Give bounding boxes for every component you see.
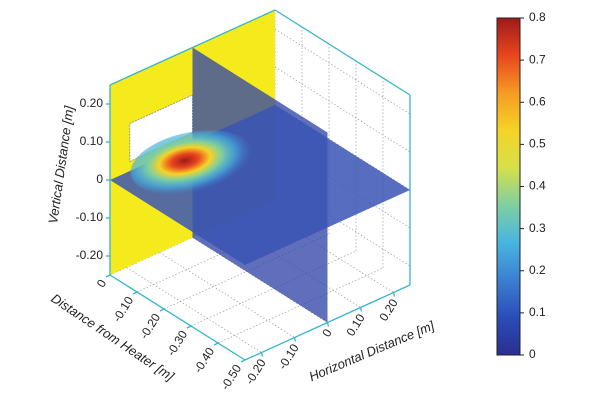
z-tick-label: -0.10 — [76, 210, 104, 224]
axis-edge — [109, 274, 246, 361]
axis-edge — [109, 9, 276, 86]
x-tick-label: -0.20 — [242, 356, 269, 387]
colorbar — [496, 17, 521, 356]
x-tick-label: 0 — [319, 326, 335, 339]
horizontal-slice — [110, 105, 410, 265]
y-tick-label: -0.20 — [137, 311, 164, 342]
tick-mark — [392, 292, 396, 297]
tick-mark — [359, 307, 363, 312]
colorbar-tick-label: 0.3 — [529, 221, 546, 235]
axis-edge — [274, 9, 411, 96]
colorbar-tick-label: 0.8 — [529, 10, 546, 24]
y-tick-label: 0 — [94, 277, 110, 290]
y-tick-label: -0.40 — [191, 345, 218, 376]
z-axis-title: Vertical Distance [m] — [45, 105, 76, 225]
grid-line — [217, 267, 384, 344]
colorbar-tick-label: 0.7 — [529, 52, 546, 66]
hot-spot — [130, 130, 253, 195]
z-tick-label: 0 — [96, 172, 103, 186]
z-tick-label: 0.20 — [80, 96, 104, 110]
z-tick-label: -0.20 — [76, 248, 104, 262]
z-tick-label: 0.10 — [80, 134, 104, 148]
colorbar-tick-label: 0.6 — [529, 94, 546, 108]
tick-mark — [159, 308, 165, 312]
x-tick-label: 0.20 — [376, 296, 400, 324]
grid-line — [274, 28, 411, 115]
tick-mark — [186, 325, 192, 329]
tick-mark — [132, 291, 138, 295]
colorbar-tick-label: 0.5 — [529, 137, 546, 151]
x-axis-title: Horizontal Distance [m] — [307, 318, 437, 384]
tick-mark — [105, 274, 111, 278]
colorbar-tick-label: 0.1 — [529, 305, 546, 319]
tick-mark — [260, 352, 264, 357]
y-tick-label: -0.10 — [110, 294, 137, 325]
tick-mark — [293, 337, 297, 342]
scene: 0.200.100-0.10-0.200-0.10-0.20-0.30-0.40… — [76, 9, 411, 393]
grid-line — [190, 250, 357, 327]
colorbar-tick-label: 0 — [529, 347, 536, 361]
tick-mark — [326, 322, 330, 327]
y-tick-label: -0.30 — [164, 328, 191, 359]
tick-mark — [240, 359, 246, 363]
y-tick-label: -0.50 — [218, 362, 245, 393]
colorbar-tick-label: 0.2 — [529, 263, 546, 277]
x-tick-label: -0.10 — [275, 341, 302, 372]
colorbar-tick-label: 0.4 — [529, 179, 546, 193]
x-tick-label: 0.10 — [343, 311, 367, 339]
tick-mark — [213, 342, 219, 346]
